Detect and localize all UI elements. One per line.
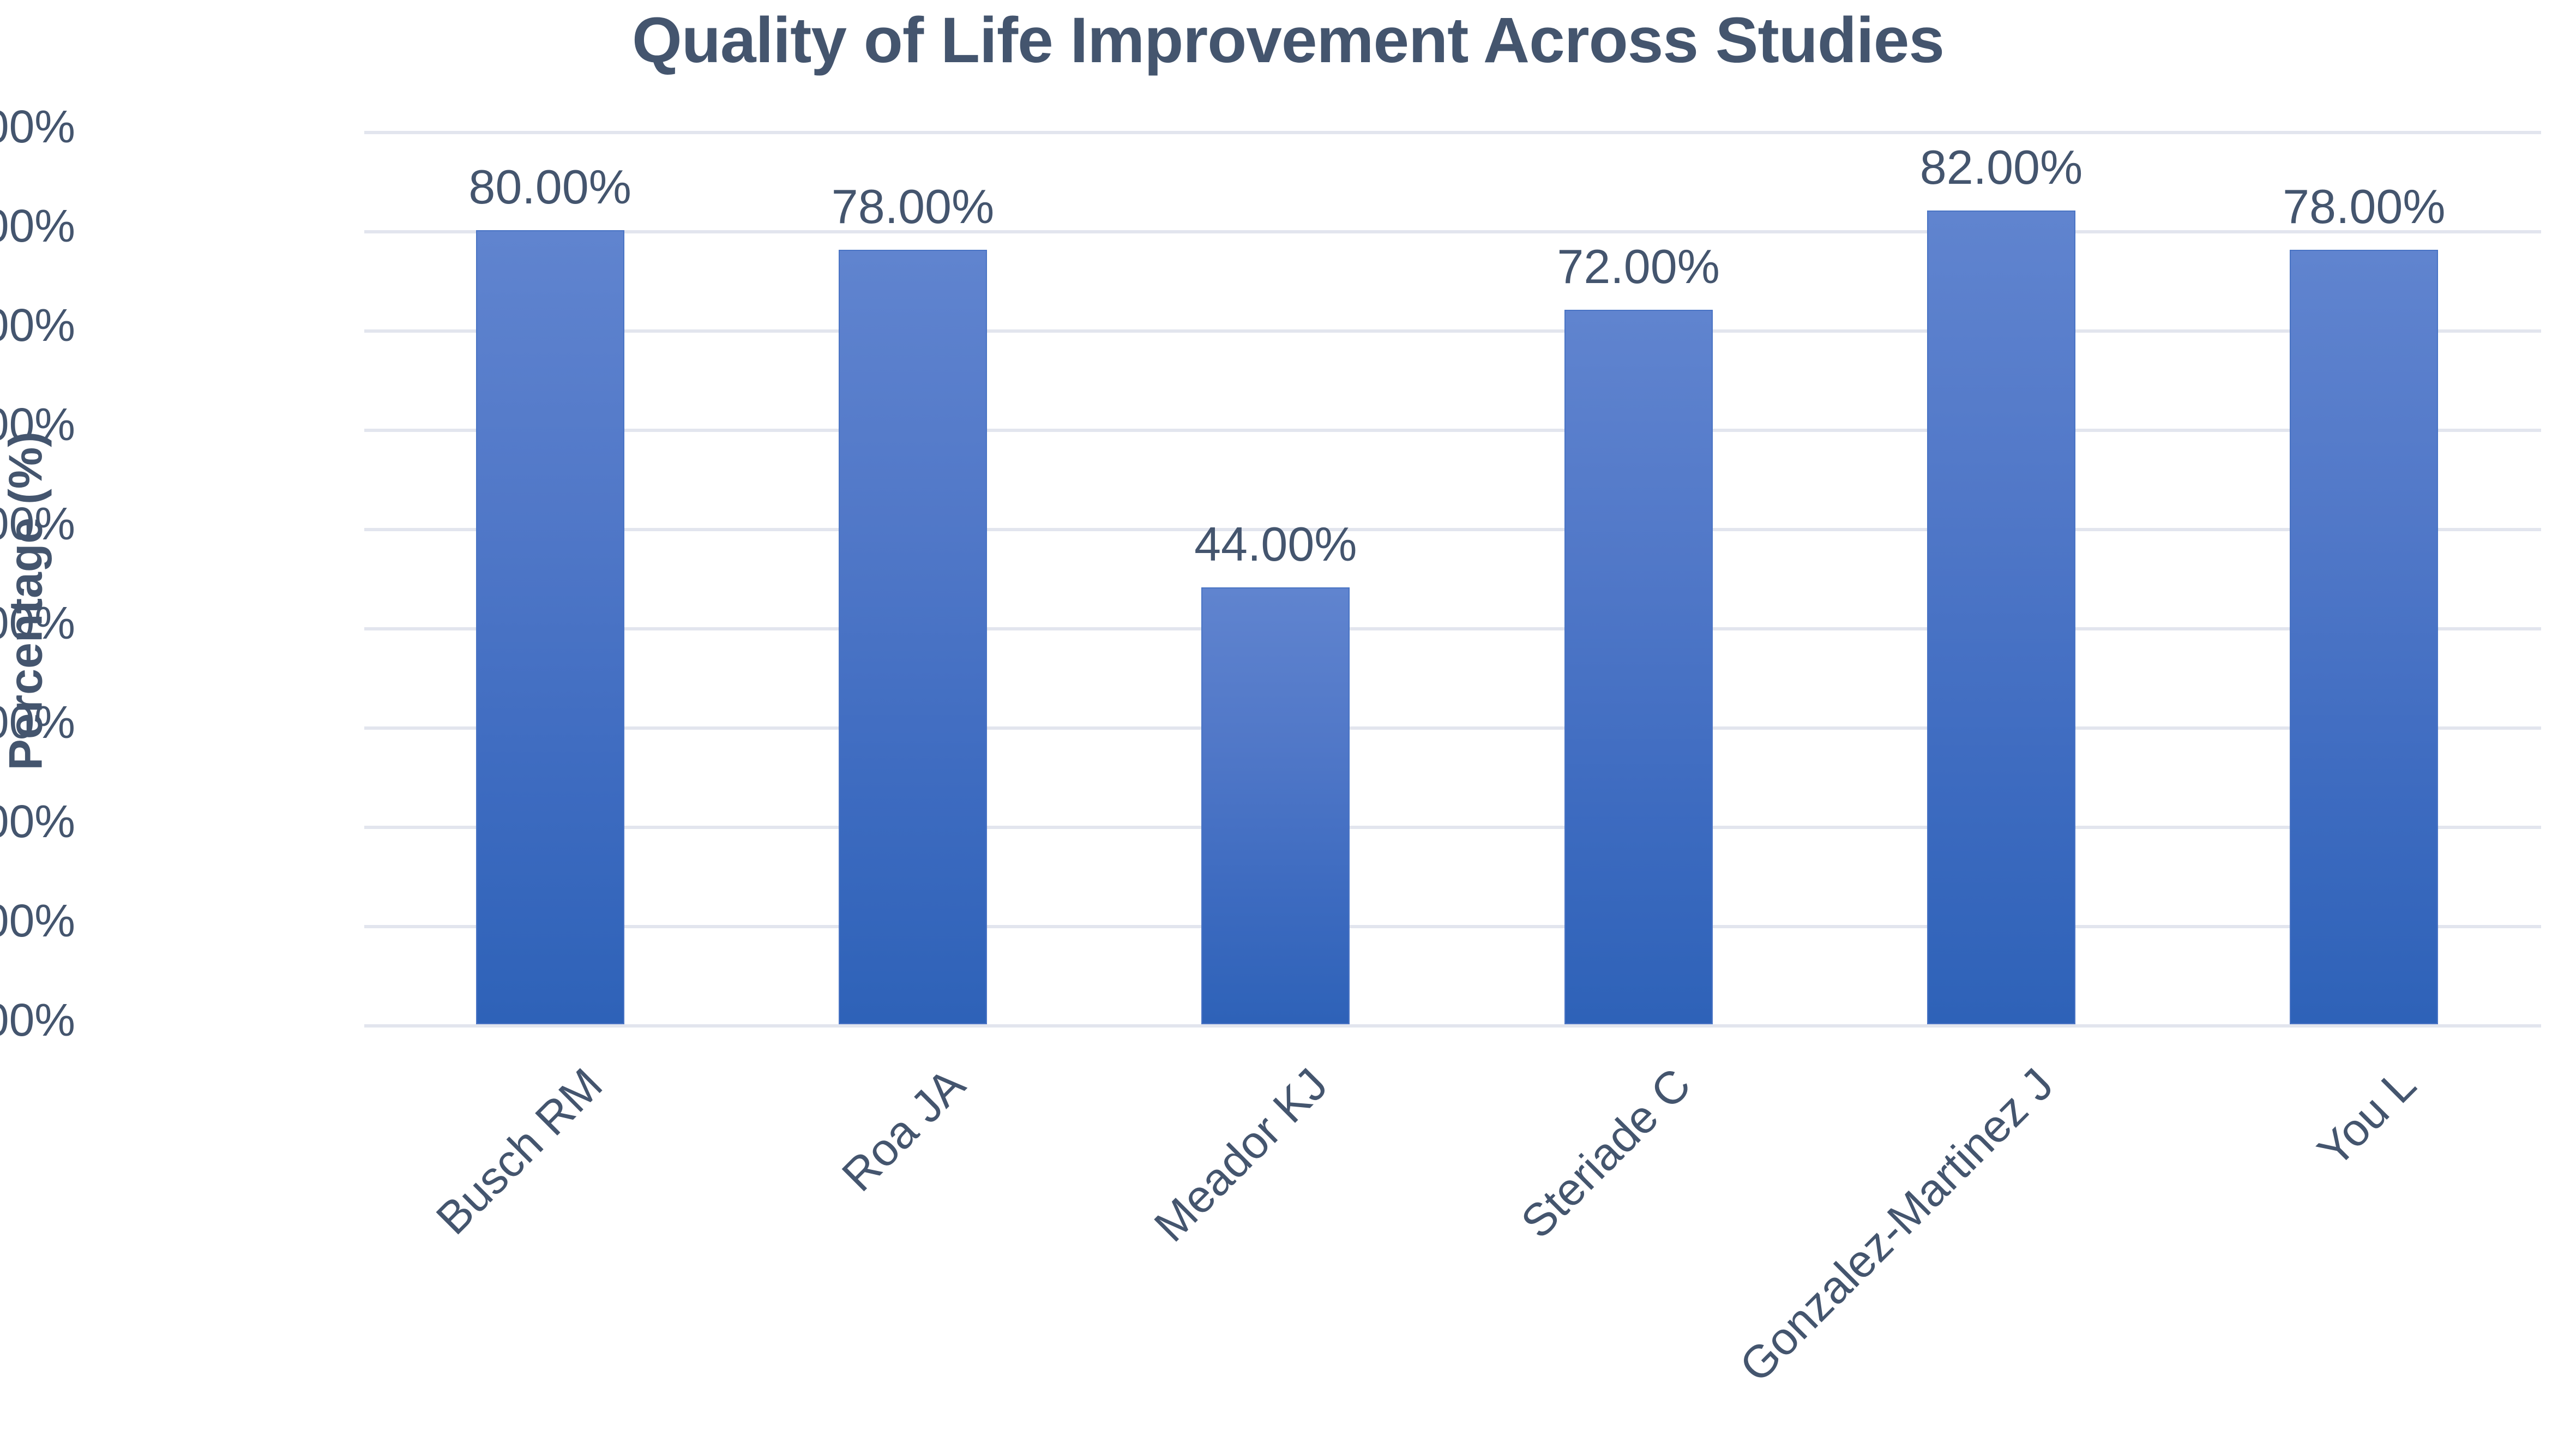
bar[interactable]	[1201, 587, 1350, 1024]
x-axis-category-label: Roa JA	[832, 1058, 975, 1201]
bar-value-label: 82.00%	[1919, 140, 2083, 194]
gridline	[364, 726, 2541, 730]
x-axis-category-label: Steriade C	[1510, 1058, 1700, 1248]
bar-value-label: 78.00%	[831, 179, 995, 234]
y-axis-tick-label: 80.00%	[0, 200, 75, 251]
gridline	[364, 329, 2541, 333]
y-axis-tick-label: 50.00%	[0, 498, 75, 549]
y-axis-tick-label: 20.00%	[0, 796, 75, 847]
bar-value-label: 44.00%	[1194, 517, 1357, 572]
gridline	[364, 925, 2541, 928]
x-axis-category-label: You L	[2308, 1058, 2426, 1176]
gridline	[364, 131, 2541, 134]
x-axis-category-label: Meador KJ	[1144, 1058, 1338, 1252]
gridline	[364, 429, 2541, 432]
plot-area	[364, 131, 2541, 1028]
bar[interactable]	[2290, 250, 2439, 1024]
y-axis-tick-label: 70.00%	[0, 299, 75, 351]
y-axis-tick-label: 60.00%	[0, 399, 75, 450]
y-axis-tick-label: 10.00%	[0, 895, 75, 946]
gridline	[364, 826, 2541, 829]
gridline	[364, 1024, 2541, 1028]
bar[interactable]	[1927, 210, 2075, 1024]
bar-value-label: 72.00%	[1557, 239, 1720, 293]
bar[interactable]	[1564, 309, 1713, 1024]
gridline	[364, 528, 2541, 531]
bar-value-label: 80.00%	[468, 160, 631, 214]
bar-value-label: 78.00%	[2283, 179, 2446, 234]
bar[interactable]	[839, 250, 987, 1024]
y-axis-tick-label: 90.00%	[0, 101, 75, 152]
y-axis-tick-label: 30.00%	[0, 696, 75, 748]
x-axis-category-label: Gonzalez-Martinez J	[1730, 1058, 2063, 1392]
chart-title: Quality of Life Improvement Across Studi…	[632, 4, 1945, 76]
y-axis-tick-label: 0.00%	[0, 994, 75, 1046]
y-axis-tick-label: 40.00%	[0, 597, 75, 648]
gridline	[364, 627, 2541, 630]
bar[interactable]	[476, 230, 624, 1024]
gridline	[364, 230, 2541, 233]
x-axis-category-label: Busch RM	[426, 1058, 612, 1245]
